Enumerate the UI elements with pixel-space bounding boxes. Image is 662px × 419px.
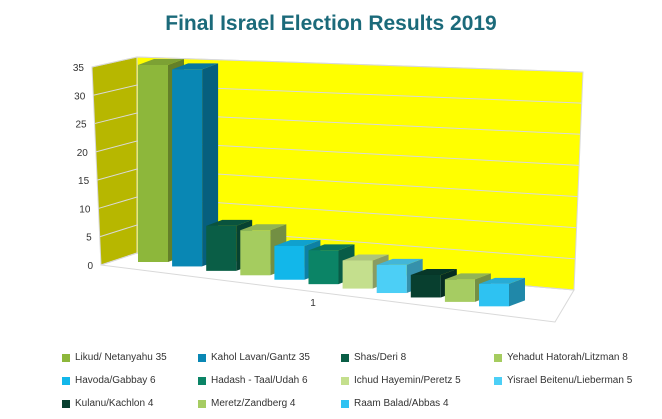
legend-swatch [341, 353, 349, 362]
legend-item: Havoda/Gabbay 6 [62, 375, 156, 386]
y-tick-label: 20 [77, 148, 89, 159]
legend-label: Raam Balad/Abbas 4 [354, 398, 449, 409]
bar-top [479, 277, 525, 284]
legend-swatch [494, 376, 502, 385]
legend-item: Kahol Lavan/Gantz 35 [198, 352, 310, 363]
legend-label: Kahol Lavan/Gantz 35 [211, 352, 310, 363]
bar-front [410, 274, 441, 298]
legend-swatch [198, 376, 206, 385]
bar-top [376, 258, 423, 265]
legend-item: Hadash - Taal/Udah 6 [198, 375, 308, 386]
y-tick-label: 25 [75, 120, 87, 131]
side-wall [91, 56, 138, 266]
y-tick-label: 35 [73, 63, 85, 74]
bar-top [444, 273, 491, 280]
legend-swatch [198, 353, 206, 362]
legend-item: Meretz/Zandberg 4 [198, 398, 296, 409]
bar-side [509, 277, 525, 307]
legend-item: Shas/Deri 8 [341, 352, 406, 363]
gridline [98, 196, 577, 229]
bar-front [444, 279, 475, 302]
legend-swatch [494, 353, 502, 362]
bar-top [206, 219, 253, 226]
legend-swatch [341, 399, 349, 408]
bar-front [274, 245, 305, 280]
gridlines [91, 56, 584, 291]
legend-swatch [198, 399, 206, 408]
bar-top [172, 63, 219, 70]
bar-top [342, 254, 389, 261]
legend-label: Havoda/Gabbay 6 [75, 375, 156, 386]
bar-front [138, 65, 168, 262]
bar-top [274, 239, 321, 246]
x-tick-label: 1 [310, 298, 316, 309]
y-tick-label: 0 [87, 261, 93, 272]
chart-floor [100, 252, 575, 323]
bar-front [308, 250, 339, 285]
legend-label: Meretz/Zandberg 4 [211, 398, 296, 409]
legend-swatch [62, 353, 70, 362]
y-tick-label: 10 [79, 204, 91, 215]
legend-item: Yisrael Beitenu/Lieberman 5 [494, 375, 632, 386]
gridline [95, 140, 580, 166]
legend-label: Ichud Hayemin/Peretz 5 [354, 375, 461, 386]
bars [138, 59, 525, 307]
gridline [99, 224, 576, 260]
legend-swatch [62, 399, 70, 408]
legend-item: Kulanu/Kachlon 4 [62, 398, 153, 409]
legend-label: Hadash - Taal/Udah 6 [211, 375, 308, 386]
bar-top [138, 59, 184, 65]
legend-label: Kulanu/Kachlon 4 [75, 398, 154, 409]
bar [172, 63, 219, 267]
bar-front [240, 230, 271, 276]
bar-top [308, 244, 355, 251]
bar [479, 277, 525, 307]
bar-top [410, 268, 457, 275]
gridline [97, 168, 578, 198]
bar-front [479, 283, 509, 307]
gridline [94, 112, 581, 135]
legend-label: Shas/Deri 8 [354, 352, 407, 363]
legend-item: Yehadut Hatorah/Litzman 8 [494, 352, 628, 363]
legend-swatch [341, 376, 349, 385]
legend-swatch [62, 376, 70, 385]
y-tick-label: 5 [86, 233, 92, 244]
bar-front [172, 69, 203, 267]
legend-item: Raam Balad/Abbas 4 [341, 398, 449, 409]
bar-top [240, 224, 287, 231]
y-tick-label: 30 [74, 91, 86, 102]
legend-item: Ichud Hayemin/Peretz 5 [341, 375, 461, 386]
gridline [93, 84, 582, 104]
y-tick-label: 15 [78, 176, 90, 187]
gridline [91, 56, 584, 73]
legend-label: Yehadut Hatorah/Litzman 8 [507, 352, 628, 363]
legend-label: Yisrael Beitenu/Lieberman 5 [507, 375, 633, 386]
legend-item: Likud/ Netanyahu 35 [62, 352, 167, 363]
legend-label: Likud/ Netanyahu 35 [75, 352, 167, 363]
bar-front [376, 264, 407, 294]
floor-outline [100, 252, 575, 323]
y-axis: 0 5 10 15 20 25 30 35 [73, 63, 94, 272]
chart-title: Final Israel Election Results 2019 [165, 12, 496, 35]
bar-front [206, 225, 237, 271]
bar-side [202, 63, 219, 267]
bar-front [342, 260, 373, 289]
